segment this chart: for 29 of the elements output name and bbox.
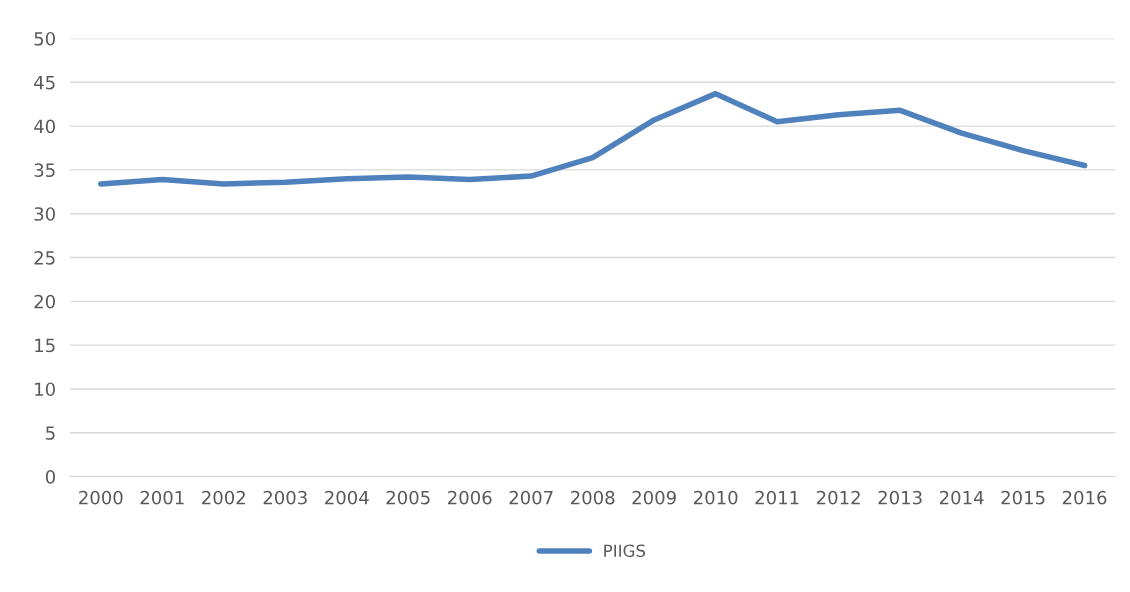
y-tick-label: 0 <box>45 470 55 484</box>
y-tick-label: 45 <box>34 75 55 90</box>
x-tick-label: 2016 <box>1062 490 1107 505</box>
x-tick-label: 2003 <box>263 490 307 505</box>
x-tick-label: 2008 <box>571 490 615 505</box>
x-tick-label: 2011 <box>755 490 799 505</box>
y-tick-label: 30 <box>34 207 55 221</box>
x-tick-label: 2009 <box>632 490 676 505</box>
x-tick-label: 2013 <box>878 490 922 505</box>
y-tick-label: 35 <box>34 163 55 178</box>
x-tick-label: 2000 <box>79 490 123 505</box>
x-tick-label: 2010 <box>694 490 738 505</box>
y-tick-label: 15 <box>35 338 55 353</box>
x-tick-label: 2006 <box>448 490 492 505</box>
x-tick-label: 2014 <box>939 490 984 505</box>
y-tick-label: 5 <box>46 426 55 440</box>
x-tick-label: 2004 <box>325 490 369 505</box>
y-tick-label: 50 <box>34 31 55 46</box>
y-tick-label: 40 <box>34 119 55 134</box>
y-tick-label: 10 <box>35 382 55 397</box>
x-tick-label: 2005 <box>386 490 430 505</box>
legend-label: PIIGS <box>604 544 646 558</box>
y-tick-label: 25 <box>34 250 55 265</box>
x-tick-label: 2007 <box>509 490 553 505</box>
x-tick-label: 2002 <box>202 490 245 505</box>
x-tick-label: 2012 <box>816 490 860 505</box>
y-tick-label: 20 <box>34 294 55 309</box>
x-tick-label: 2015 <box>1001 490 1045 505</box>
x-tick-label: 2001 <box>140 490 184 505</box>
